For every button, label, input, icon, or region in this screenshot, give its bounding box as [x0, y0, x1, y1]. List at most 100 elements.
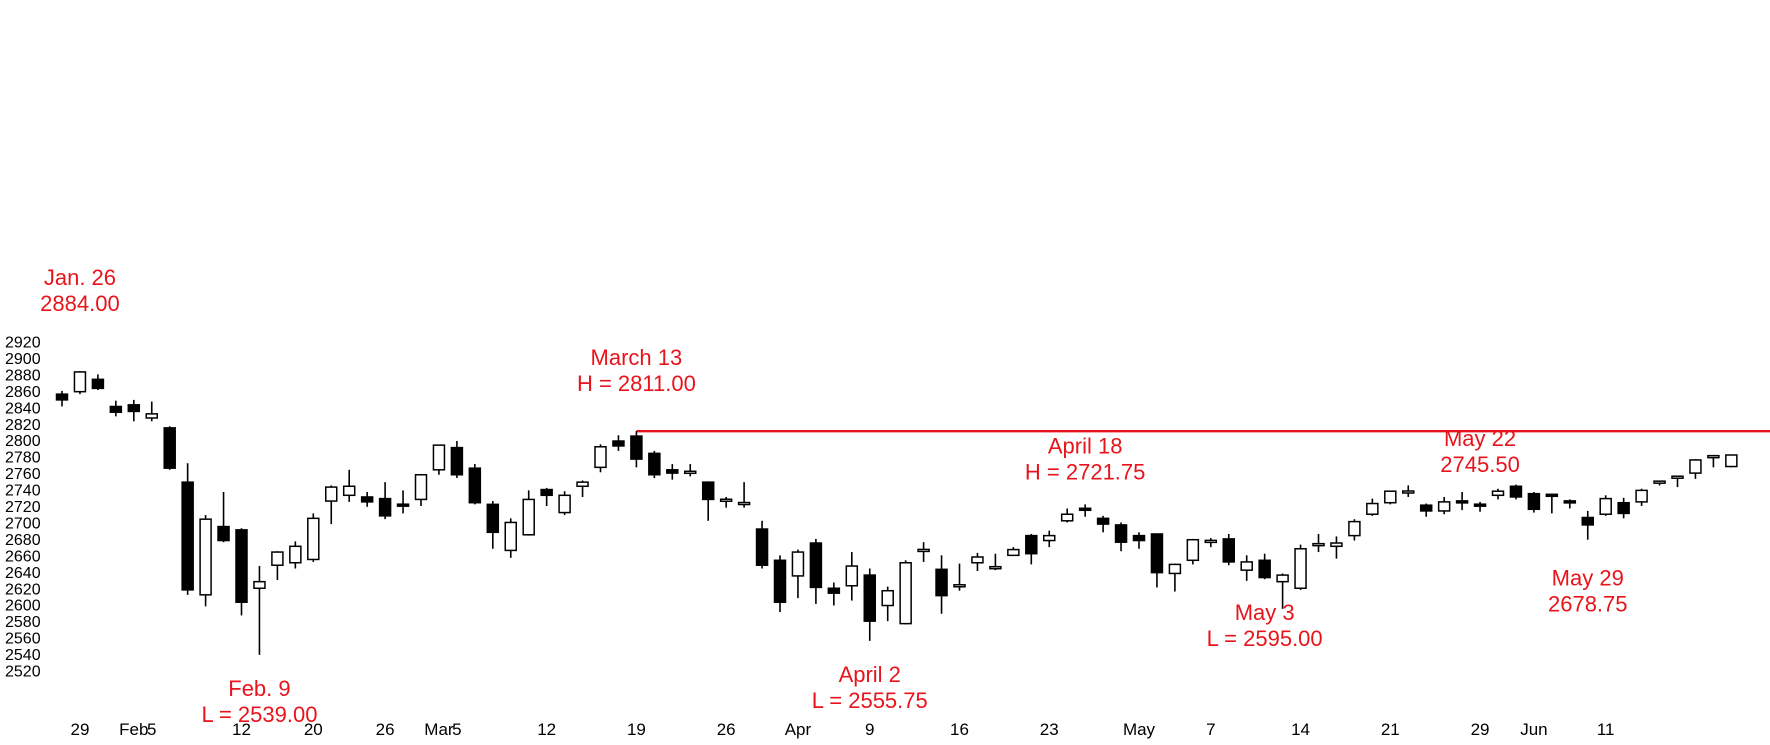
- candle-body: [1617, 501, 1630, 515]
- candle: [1060, 508, 1074, 523]
- candle: [360, 492, 374, 507]
- y-tick-label: 2640: [5, 565, 41, 582]
- x-tick-label: 23: [1040, 720, 1059, 739]
- y-tick-label: 2780: [5, 450, 41, 467]
- y-tick-label: 2760: [5, 466, 41, 483]
- candle-body: [55, 393, 69, 401]
- candle: [414, 473, 428, 506]
- candle-body: [289, 545, 302, 564]
- candle: [863, 568, 876, 641]
- annotation-text: May 3: [1235, 600, 1295, 625]
- candle-body: [809, 542, 823, 589]
- annotation: April 2L = 2555.75: [812, 662, 928, 713]
- candle-body: [1258, 559, 1271, 579]
- candle: [558, 491, 571, 516]
- candle: [450, 441, 464, 479]
- candle: [648, 450, 661, 479]
- candle: [55, 390, 69, 407]
- candle-body: [701, 481, 715, 501]
- candle-body: [1581, 516, 1594, 526]
- candle-body: [1240, 561, 1253, 571]
- candle-body: [989, 565, 1002, 570]
- candle-body: [1671, 475, 1684, 479]
- annotation: May 3L = 2595.00: [1207, 600, 1323, 651]
- candle: [1671, 475, 1684, 488]
- x-tick-label: 7: [1206, 720, 1215, 739]
- annotation-text: April 18: [1048, 433, 1123, 458]
- x-tick-label: 11: [1597, 720, 1615, 739]
- annotation-text: Feb. 9: [228, 676, 290, 701]
- y-tick-label: 2800: [5, 433, 41, 450]
- candle-body: [612, 440, 625, 447]
- candle-body: [863, 574, 876, 622]
- candle: [1132, 532, 1146, 549]
- annotation-text: L = 2595.00: [1207, 626, 1323, 651]
- candle: [307, 513, 320, 562]
- candle-body: [1689, 459, 1702, 474]
- y-tick-label: 2700: [5, 515, 41, 532]
- candle: [253, 566, 266, 655]
- y-tick-label: 2820: [5, 417, 41, 434]
- candle-body: [755, 528, 769, 566]
- y-axis: 2520254025602580260026202640266026802700…: [5, 335, 41, 681]
- candle-body: [450, 446, 464, 476]
- annotation-text: March 13: [591, 345, 683, 370]
- candle-body: [1025, 534, 1038, 555]
- candle-body: [1419, 504, 1433, 512]
- candle-body: [684, 470, 697, 475]
- candle: [199, 515, 212, 607]
- candle: [1078, 504, 1092, 517]
- candle-body: [594, 446, 607, 469]
- candle: [217, 492, 230, 543]
- x-tick-label: 29: [1471, 720, 1490, 739]
- candle: [1384, 490, 1397, 505]
- candle-body: [1060, 513, 1074, 522]
- candle: [289, 541, 302, 569]
- candle: [396, 490, 410, 514]
- candle: [1581, 510, 1594, 540]
- candle-body: [378, 497, 392, 517]
- candle: [1725, 454, 1738, 468]
- candle-body: [199, 518, 212, 596]
- candle: [1007, 547, 1020, 557]
- candle: [899, 560, 912, 625]
- annotation-text: May 22: [1444, 426, 1516, 451]
- y-tick-label: 2720: [5, 499, 41, 516]
- candle-body: [917, 548, 930, 553]
- candle: [1617, 497, 1630, 519]
- candle-body: [432, 444, 446, 471]
- y-tick-label: 2860: [5, 384, 41, 401]
- candle-body: [719, 498, 733, 502]
- candle: [971, 552, 984, 571]
- x-tick-label: 9: [865, 720, 874, 739]
- candle-body: [1437, 501, 1451, 512]
- candles: [55, 371, 1738, 655]
- candle: [1545, 493, 1559, 514]
- candle-body: [1491, 490, 1505, 497]
- candle-body: [1707, 454, 1720, 459]
- candle: [1455, 492, 1469, 511]
- candle: [809, 538, 823, 604]
- candle: [1563, 499, 1577, 509]
- candle-body: [1563, 500, 1577, 504]
- candle: [1258, 553, 1271, 580]
- y-tick-label: 2880: [5, 367, 41, 384]
- candle-body: [1402, 490, 1415, 494]
- candle-body: [1312, 542, 1325, 547]
- y-tick-label: 2620: [5, 581, 41, 598]
- candle-body: [1294, 548, 1307, 590]
- candle-body: [1096, 517, 1110, 525]
- candle-body: [1168, 563, 1182, 575]
- candle-body: [1222, 538, 1235, 563]
- candle-body: [1132, 534, 1146, 542]
- candle-body: [307, 517, 320, 561]
- candle-body: [73, 371, 87, 393]
- candle-body: [360, 496, 374, 503]
- candle-body: [1150, 533, 1164, 574]
- candle-body: [845, 565, 859, 587]
- candle: [1043, 530, 1056, 548]
- candle: [145, 401, 158, 422]
